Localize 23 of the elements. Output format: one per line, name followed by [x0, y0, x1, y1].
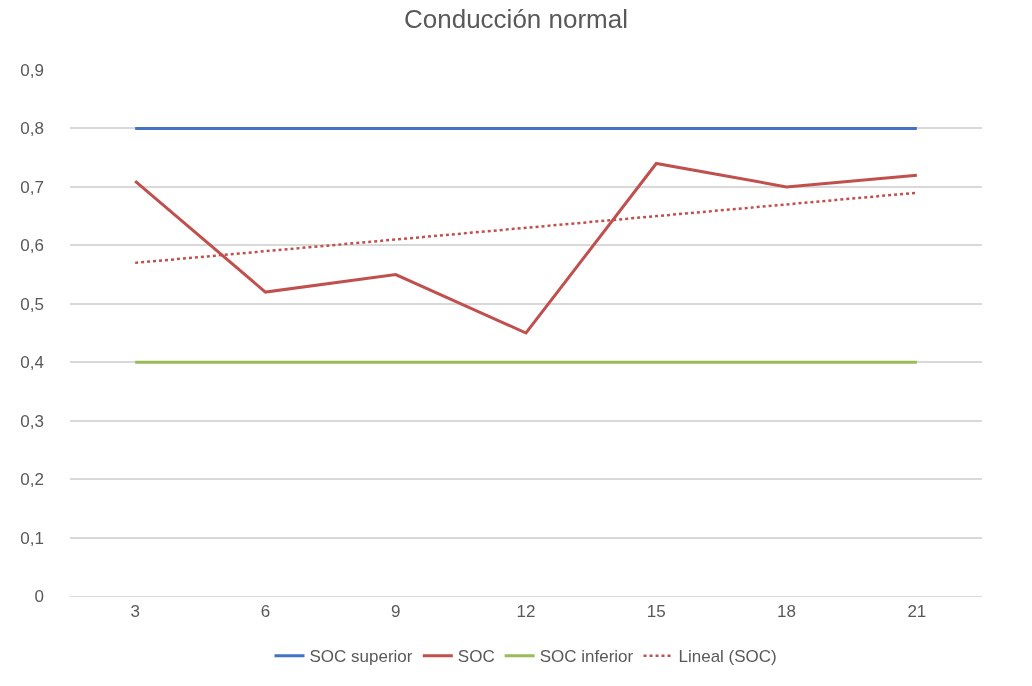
y-tick-label: 0,4	[20, 353, 44, 373]
legend-label: SOC inferior	[539, 647, 634, 667]
y-tick-label: 0	[34, 586, 44, 606]
y-tick-label: 0,3	[20, 411, 44, 431]
legend-label: SOC	[457, 647, 495, 667]
legend-label: SOC superior	[309, 647, 413, 667]
y-tick-label: 0,6	[20, 236, 44, 256]
line-series	[133, 162, 919, 335]
legend-label: Lineal (SOC)	[678, 647, 777, 667]
x-tick-label: 9	[390, 602, 401, 622]
x-tick-label: 6	[260, 602, 271, 622]
y-tick-label: 0,1	[20, 528, 44, 548]
x-tick-label: 21	[907, 602, 927, 622]
x-tick-label: 3	[130, 602, 140, 622]
chart-title: Conducción normal	[403, 4, 629, 35]
x-tick-label: 15	[646, 602, 666, 622]
y-tick-label: 0,9	[20, 60, 44, 80]
x-tick-label: 12	[516, 602, 536, 622]
y-tick-label: 0,5	[20, 294, 44, 314]
y-tick-label: 0,2	[20, 470, 44, 490]
y-tick-label: 0,7	[20, 177, 44, 197]
y-tick-label: 0,8	[20, 119, 44, 139]
x-tick-label: 18	[777, 602, 797, 622]
